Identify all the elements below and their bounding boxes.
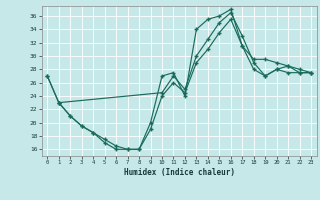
X-axis label: Humidex (Indice chaleur): Humidex (Indice chaleur) — [124, 168, 235, 177]
